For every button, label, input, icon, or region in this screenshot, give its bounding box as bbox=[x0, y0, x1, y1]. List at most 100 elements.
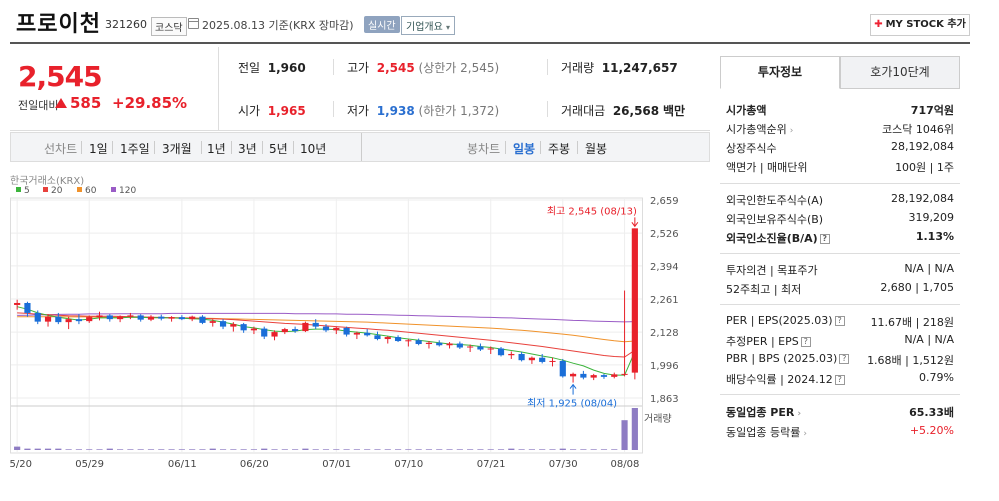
help-icon[interactable]: ? bbox=[839, 354, 850, 364]
chevron-right-icon: › bbox=[803, 429, 807, 439]
base-date: 2025.08.13 기준(KRX 장마감) bbox=[202, 19, 354, 32]
candle-body bbox=[106, 315, 113, 320]
company-overview-label: 기업개요 bbox=[406, 22, 443, 33]
w52-value: 2,680 | 1,705 bbox=[880, 281, 954, 294]
candle-body bbox=[158, 316, 165, 319]
candle-body bbox=[405, 340, 412, 342]
candle-weekly[interactable]: 주봉 bbox=[548, 142, 571, 156]
candle-body bbox=[24, 302, 31, 313]
volume-bar bbox=[24, 448, 31, 450]
volume-bar bbox=[518, 449, 525, 450]
divider bbox=[262, 141, 263, 154]
sector-change-label: 동일업종 등락률 bbox=[726, 426, 801, 439]
volume-bar bbox=[353, 449, 360, 450]
candle-body bbox=[600, 375, 608, 377]
period-5y[interactable]: 5년 bbox=[269, 142, 288, 156]
tab-invest-info[interactable]: 투자정보 bbox=[720, 56, 840, 89]
period-3m[interactable]: 3개월 bbox=[162, 142, 192, 156]
candle-monthly[interactable]: 월봉 bbox=[585, 142, 608, 156]
open-value: 1,965 bbox=[267, 104, 306, 118]
realtime-button[interactable]: 실시간 bbox=[364, 16, 400, 33]
amount-unit: 백만 bbox=[662, 104, 686, 118]
market-cap-row: 시가총액 717억원 bbox=[726, 100, 954, 118]
help-icon[interactable]: ? bbox=[834, 375, 845, 385]
volume-bar bbox=[333, 449, 340, 450]
candle-body bbox=[467, 346, 474, 348]
help-icon[interactable]: ? bbox=[819, 234, 830, 244]
opinion-value: N/A | N/A bbox=[904, 262, 954, 275]
divider bbox=[361, 133, 362, 161]
candle-daily[interactable]: 일봉 bbox=[513, 142, 536, 156]
period-3y[interactable]: 3년 bbox=[238, 142, 257, 156]
volume-bar bbox=[44, 448, 52, 450]
per-row: PER | EPS(2025.03)? 11.67배 | 218원 bbox=[726, 312, 954, 330]
est-per-value: N/A | N/A bbox=[904, 333, 954, 346]
candle-body bbox=[44, 316, 52, 322]
period-1d[interactable]: 1일 bbox=[89, 142, 108, 156]
legend-label-ma20: 20 bbox=[51, 186, 63, 196]
candle-body bbox=[137, 315, 144, 320]
volume-bar bbox=[219, 449, 227, 450]
company-overview-dropdown[interactable]: 기업개요 ▾ bbox=[401, 16, 456, 35]
dividend-value: 0.79% bbox=[919, 371, 954, 384]
volume-bar bbox=[405, 449, 412, 450]
volume-bar bbox=[14, 446, 21, 450]
stock-header: 프로이천 321260 코스닥 2025.08.13 기준(KRX 장마감) 실… bbox=[0, 0, 999, 46]
volume-bar bbox=[343, 449, 350, 450]
chevron-right-icon: › bbox=[789, 126, 794, 136]
est-per-label: 추정PER | EPS bbox=[726, 335, 799, 348]
candle-body bbox=[487, 348, 494, 350]
tab-orderbook[interactable]: 호가10단계 bbox=[840, 56, 960, 89]
divider bbox=[112, 141, 113, 154]
help-icon[interactable]: ? bbox=[800, 337, 811, 347]
high-annotation: 최고 2,545 (08/13) bbox=[547, 205, 637, 217]
volume-bar bbox=[189, 449, 196, 450]
x-tick-label: 07/01 bbox=[322, 459, 351, 470]
volume-bar bbox=[322, 449, 330, 450]
period-bar: 선차트 1일 1주일 3개월 1년 3년 5년 10년 봉차트 일봉 주봉 월봉 bbox=[10, 132, 710, 162]
face-label: 액면가 | 매매단위 bbox=[726, 161, 808, 174]
mystock-add-button[interactable]: ✚ MY STOCK 추가 bbox=[870, 14, 970, 36]
candle-body bbox=[147, 316, 155, 320]
help-icon[interactable]: ? bbox=[834, 316, 845, 326]
upper-limit: (상한가 2,545) bbox=[418, 61, 500, 75]
divider bbox=[231, 141, 232, 154]
candle-body bbox=[178, 317, 185, 320]
candle-body bbox=[590, 375, 597, 378]
volume-label: 거래량 bbox=[644, 413, 672, 425]
volume-bar bbox=[158, 449, 165, 450]
per-value: 11.67배 | 218원 bbox=[870, 316, 954, 329]
period-1y[interactable]: 1년 bbox=[207, 142, 226, 156]
sector-per-row[interactable]: 동일업종 PER › 65.33배 bbox=[726, 402, 954, 420]
volume: 거래량 11,247,657 bbox=[561, 59, 678, 76]
high-value: 2,545 bbox=[376, 61, 415, 75]
volume-bar bbox=[590, 449, 597, 450]
low-arrow-icon bbox=[569, 383, 577, 395]
chevron-down-icon: ▾ bbox=[446, 23, 451, 32]
candle-body bbox=[302, 322, 309, 332]
volume-bar bbox=[86, 449, 93, 450]
calendar-icon bbox=[188, 18, 199, 29]
candlestick-chart-svg[interactable]: 한국거래소(KRX)5 20 60 120 2,659 2,526 2,394 2,261 2,… bbox=[3, 170, 710, 501]
volume-bar bbox=[281, 449, 288, 450]
rank-row[interactable]: 시가총액순위 › 코스닥 1046위 bbox=[726, 119, 954, 137]
x-tick-label: 05/29 bbox=[75, 459, 104, 470]
x-tick-label: 07/30 bbox=[549, 459, 578, 470]
period-1w[interactable]: 1주일 bbox=[120, 142, 150, 156]
volume-bar bbox=[487, 449, 494, 450]
price-chart[interactable]: 한국거래소(KRX) 5 20 60 120 2,659 2,526 2,394 2,261 2,… bbox=[3, 170, 710, 501]
period-10y[interactable]: 10년 bbox=[300, 142, 327, 156]
candle-body bbox=[456, 343, 463, 348]
high-arrow-icon bbox=[631, 217, 639, 228]
sector-change-value: +5.20% bbox=[909, 424, 954, 437]
legend-swatch-ma5 bbox=[16, 187, 21, 192]
x-tick-label: 07/21 bbox=[477, 459, 506, 470]
candle-body bbox=[477, 346, 484, 350]
divider bbox=[540, 141, 541, 154]
candle-body bbox=[219, 321, 227, 327]
current-price: 2,545 bbox=[18, 60, 103, 93]
chart-source-label: 한국거래소(KRX) bbox=[10, 175, 84, 187]
sector-change-row[interactable]: 동일업종 등락률 › +5.20% bbox=[726, 422, 954, 440]
volume-bar bbox=[456, 449, 463, 450]
volume-bar bbox=[580, 449, 587, 450]
